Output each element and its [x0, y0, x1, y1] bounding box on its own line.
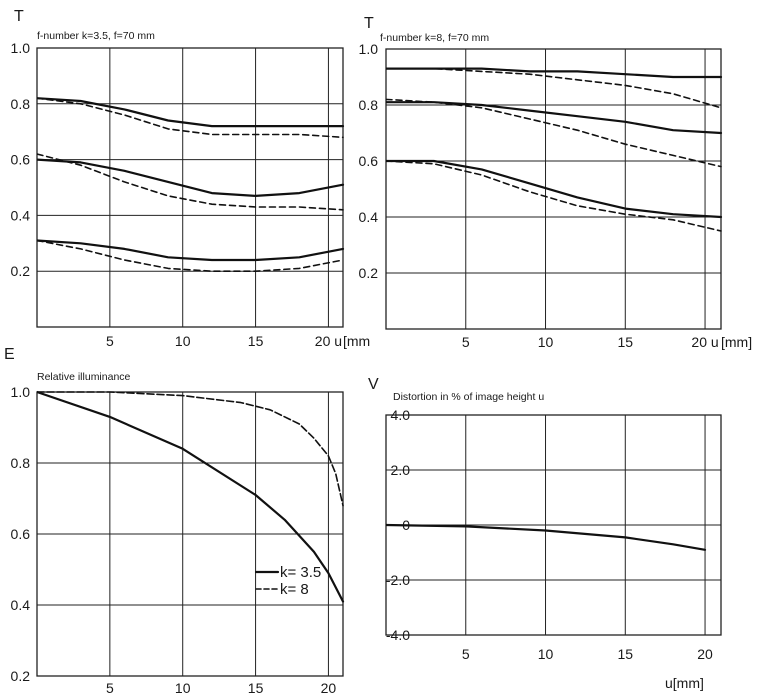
- series-line-5-solid: [37, 239, 345, 262]
- x-tick-label: 10: [175, 680, 191, 696]
- y-tick-label: 2.0: [391, 462, 411, 478]
- x-unit-label: u[mm]: [665, 675, 704, 691]
- y-tick-label: 0.8: [359, 97, 379, 113]
- series-line-2-dashed: [386, 67, 722, 109]
- x-tick-label: 20 u: [691, 334, 718, 350]
- x-tick-label: 5: [106, 680, 114, 696]
- series-line-4-dashed: [386, 98, 722, 168]
- panel-title: f-number k=3.5, f=70 mm: [37, 30, 155, 42]
- y-tick-label: 0.6: [11, 152, 31, 168]
- plot-frame: [385, 48, 722, 330]
- chart-panel-3: 0.2 0.4 0.6 0.8 1.0 5 10 15 20 E Relative illumina…: [4, 346, 345, 696]
- y-tick-label: 0.2: [359, 265, 379, 281]
- x-tick-label: 15: [248, 680, 264, 696]
- x-tick-label: 15: [617, 334, 633, 350]
- x-tick-label: 5: [462, 334, 470, 350]
- axis-letter: E: [4, 346, 15, 363]
- panel-title: f-number k=8, f=70 mm: [380, 32, 489, 44]
- x-tick-label: 10: [538, 646, 554, 662]
- chart-panel-1: 0.2 0.4 0.6 0.8 1.0 5 10 15 20 u [mm Tf-number k=3…: [11, 8, 371, 349]
- y-tick-label: 0.8: [11, 455, 31, 471]
- series-line-2-dashed: [37, 97, 344, 139]
- series-line-1-solid: [37, 97, 345, 128]
- x-tick-label: 20: [697, 646, 713, 662]
- chart-panel-2: 0.2 0.4 0.6 0.8 1.0 5 10 15 20 u [mm] Tf-number k=…: [359, 15, 753, 350]
- x-tick-label: 10: [175, 333, 191, 349]
- axis-letter: T: [364, 15, 374, 32]
- series-line-4-dashed: [37, 153, 344, 211]
- series-line-1-solid: [386, 67, 723, 79]
- legend-label: k= 3.5: [280, 564, 321, 581]
- x-unit-label: [mm: [343, 333, 370, 349]
- y-tick-label: 1.0: [11, 384, 31, 400]
- x-tick-label: 15: [248, 333, 264, 349]
- series-line-3-solid: [37, 158, 345, 197]
- y-tick-label: -2.0: [386, 572, 410, 588]
- y-tick-label: 0.4: [11, 597, 31, 613]
- series-line-6-dashed: [386, 160, 722, 232]
- series-line-2-dashed: [37, 391, 344, 507]
- panel-title: Relative illuminance: [37, 371, 131, 383]
- y-tick-label: 4.0: [391, 407, 411, 423]
- legend: k= 3.5k= 8: [254, 564, 321, 598]
- series-line-1-solid: [37, 390, 345, 603]
- y-tick-label: 0.4: [11, 207, 31, 223]
- y-tick-label: 1.0: [11, 40, 31, 56]
- y-tick-label: 0.6: [11, 526, 31, 542]
- y-tick-label: -4.0: [386, 627, 410, 643]
- y-tick-label: 0.2: [11, 668, 31, 684]
- y-tick-label: 0.8: [11, 96, 31, 112]
- plot-frame: [36, 391, 344, 677]
- x-tick-label: 5: [462, 646, 470, 662]
- series-line-6-dashed: [37, 239, 344, 272]
- plot-frame: [36, 47, 344, 328]
- series-line-3-solid: [386, 101, 723, 135]
- x-unit-label: [mm]: [721, 334, 752, 350]
- axis-letter: T: [14, 8, 24, 25]
- panel-title: Distortion in % of image height u: [393, 391, 544, 403]
- x-tick-label: 20 u: [315, 333, 342, 349]
- y-tick-label: 1.0: [359, 41, 379, 57]
- x-tick-label: 5: [106, 333, 114, 349]
- y-tick-label: 0.4: [359, 209, 379, 225]
- series-line-5-solid: [386, 159, 723, 219]
- x-tick-label: 20: [321, 680, 337, 696]
- x-tick-label: 10: [538, 334, 554, 350]
- series-line-1-solid: [386, 523, 707, 551]
- legend-label: k= 8: [280, 581, 309, 598]
- axis-letter: V: [368, 376, 379, 393]
- x-tick-label: 15: [617, 646, 633, 662]
- y-tick-label: 0.6: [359, 153, 379, 169]
- y-tick-label: 0.2: [11, 263, 31, 279]
